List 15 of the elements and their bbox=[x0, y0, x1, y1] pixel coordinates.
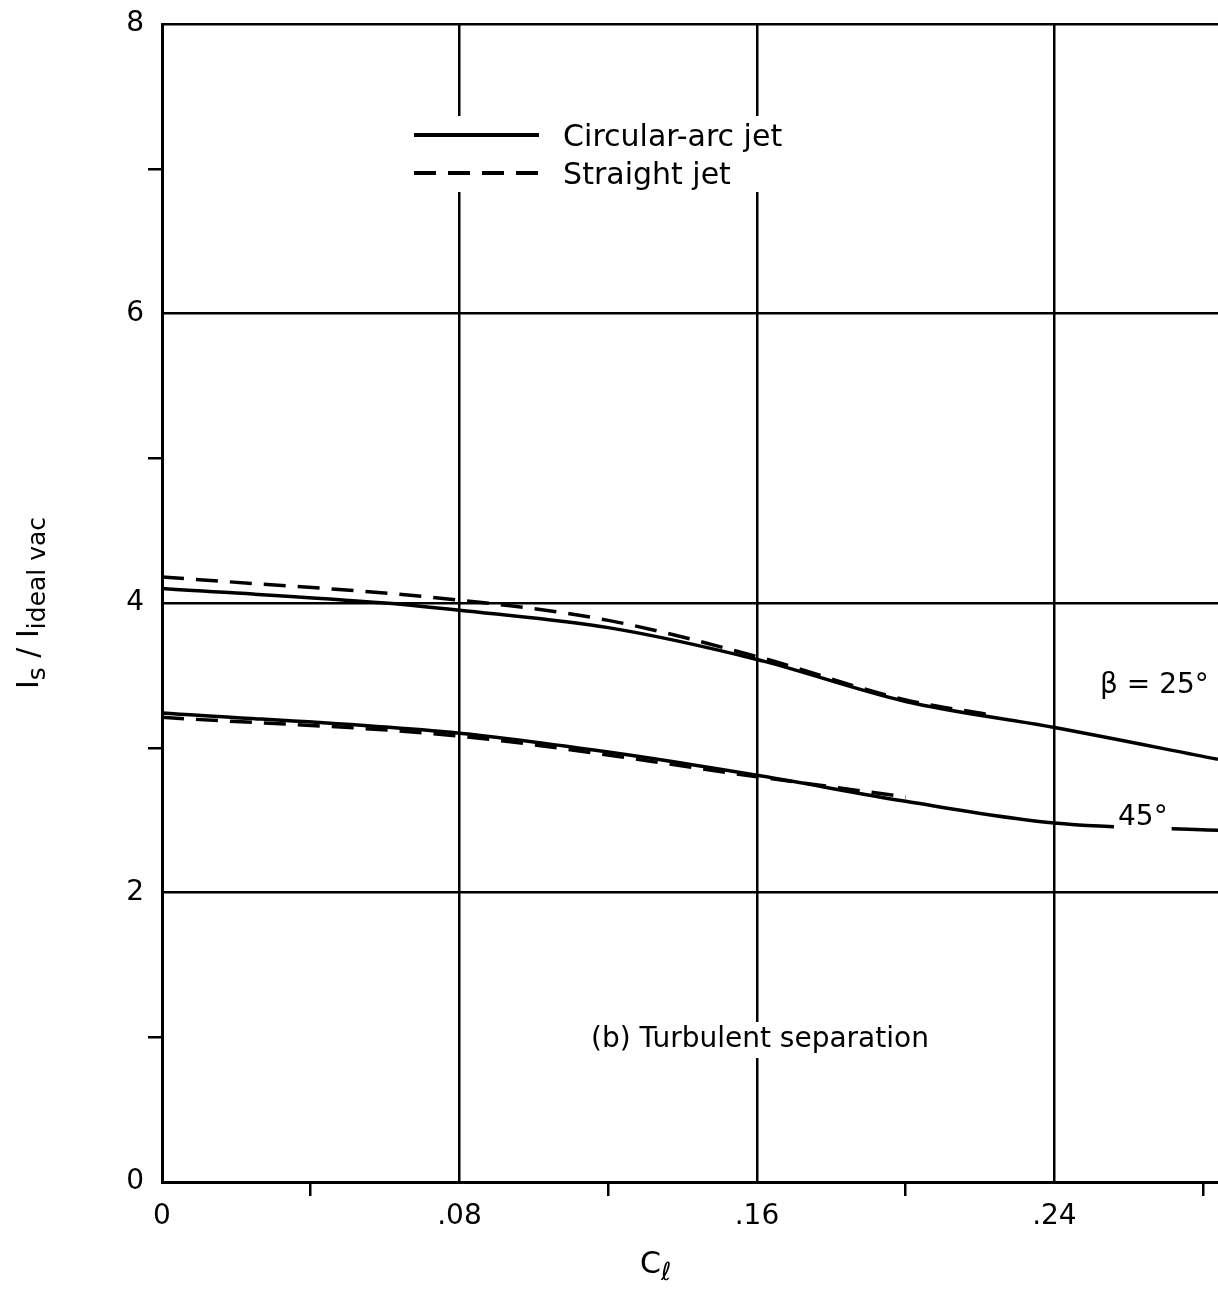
y-tick-label: 6 bbox=[126, 294, 144, 328]
legend-label: Circular-arc jet bbox=[559, 117, 787, 153]
annotation: 45° bbox=[1118, 799, 1168, 833]
legend-label: Straight jet bbox=[559, 155, 735, 191]
x-axis-title: C$_{ℓ}$ bbox=[640, 1245, 672, 1286]
y-tick-label: 0 bbox=[126, 1163, 144, 1197]
y-tick-label: 8 bbox=[126, 5, 144, 39]
y-tick-label: 2 bbox=[126, 873, 144, 907]
x-tick-label: 0 bbox=[153, 1198, 171, 1232]
x-tick-label: .16 bbox=[734, 1198, 780, 1232]
y-tick-label: 4 bbox=[126, 584, 144, 618]
x-tick-label: .08 bbox=[437, 1198, 482, 1232]
x-tick-label: .24 bbox=[1032, 1198, 1077, 1232]
annotation: β = 25° bbox=[1100, 667, 1209, 701]
annotation: (b) Turbulent separation bbox=[591, 1021, 929, 1055]
